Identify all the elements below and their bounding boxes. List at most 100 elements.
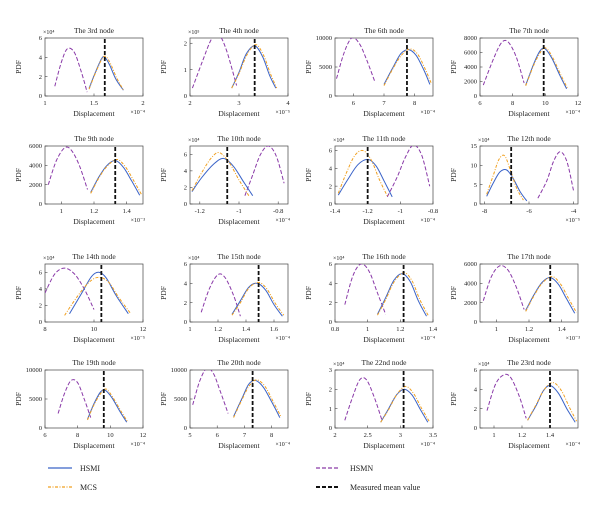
x-axis-label: Displacement	[73, 441, 115, 450]
x-exponent: ×10⁻⁴	[565, 110, 580, 116]
y-tick-label: 0	[329, 201, 332, 208]
y-axis-label: PDF	[14, 60, 23, 74]
x-exponent: ×10⁻⁴	[420, 110, 435, 116]
curves	[482, 265, 577, 314]
x-tick-label: 1	[492, 432, 495, 439]
plot-frame	[479, 369, 579, 429]
curves	[344, 264, 429, 317]
y-tick-label: 0	[474, 319, 477, 326]
y-tick-label: 6000	[464, 261, 477, 268]
x-exponent: ×10⁻⁴	[275, 442, 290, 448]
y-tick-label: 10000	[171, 367, 187, 374]
x-tick-label: 1.2	[396, 326, 404, 333]
y-axis-label: PDF	[159, 168, 168, 182]
y-tick-label: 2	[184, 300, 187, 307]
y-tick-label: 4	[184, 168, 188, 175]
x-exponent: ×10⁻⁵	[275, 110, 290, 116]
y-tick-label: 2000	[29, 182, 42, 189]
y-tick-label: 1	[329, 406, 332, 413]
series-hsmi-line	[527, 384, 576, 423]
x-tick-label: 8	[511, 100, 514, 107]
y-tick-label: 4000	[464, 281, 477, 288]
panel-title: The 12th node	[507, 134, 551, 143]
panel-2: The 4th node ×10⁵ ×10⁻⁵ 2 3 4 0 1 2 Displacement P…	[159, 26, 290, 118]
panel-title: The 17th node	[507, 252, 551, 261]
y-exponent: ×10⁴	[333, 362, 344, 368]
y-tick-label: 2	[329, 300, 332, 307]
x-axis-label: Displacement	[218, 441, 260, 450]
curves	[191, 146, 285, 196]
panel-title: The 19th node	[72, 358, 116, 367]
y-tick-label: 2000	[464, 300, 477, 307]
panel-title: The 22nd node	[362, 358, 408, 367]
series-hsmn-line	[244, 146, 285, 196]
panel-title: The 15th node	[217, 252, 261, 261]
x-axis-label: Displacement	[73, 109, 115, 118]
x-exponent: ×10⁻⁴	[420, 218, 435, 224]
y-axis-label: PDF	[449, 392, 458, 406]
panel-14: The 20th node ×10⁻⁴ 5 6 7 8 0 5000 10000 Displace…	[159, 358, 290, 450]
y-exponent: ×10⁴	[333, 256, 344, 262]
x-exponent: ×10⁻⁴	[420, 442, 435, 448]
x-tick-label: 2	[141, 100, 144, 107]
x-tick-label: -6	[526, 208, 532, 215]
y-tick-label: 2	[474, 406, 477, 413]
curves	[337, 146, 431, 198]
legend-measured-label: Measured mean value	[350, 483, 421, 492]
x-tick-label: 6	[352, 100, 356, 107]
y-axis-label: PDF	[159, 392, 168, 406]
x-tick-label: 3	[399, 432, 402, 439]
y-tick-label: 6	[39, 269, 43, 276]
series-hsmn-line	[482, 39, 525, 86]
series-hsmi-line	[231, 282, 283, 317]
y-tick-label: 4000	[464, 64, 477, 71]
series-mcs-line	[486, 154, 524, 201]
y-tick-label: 0	[184, 319, 187, 326]
series-hsmi-line	[380, 388, 429, 423]
x-tick-label: 10	[107, 432, 114, 439]
x-exponent: ×10⁻⁵	[565, 218, 580, 224]
series-hsmn-line	[54, 47, 88, 93]
panel-12: The 17th node ×10⁻³ 1 1.2 1.4 0 2000 4000 6000 Di…	[449, 252, 580, 344]
y-axis-label: PDF	[304, 392, 313, 406]
y-tick-label: 2	[329, 183, 332, 190]
x-tick-label: 1.2	[90, 208, 98, 215]
x-tick-label: -8	[482, 208, 487, 215]
panel-title: The 20th node	[217, 358, 261, 367]
y-axis-label: PDF	[304, 168, 313, 182]
x-tick-label: -1	[236, 208, 241, 215]
y-axis-label: PDF	[159, 286, 168, 300]
y-tick-label: 1	[184, 67, 187, 74]
x-axis-label: Displacement	[73, 335, 115, 344]
series-hsmi-line	[191, 157, 254, 196]
series-hsmn-line	[200, 273, 241, 317]
y-tick-label: 4	[39, 55, 43, 62]
series-hsmi-line	[525, 47, 568, 90]
x-tick-label: 10	[542, 100, 549, 107]
curves	[54, 47, 124, 93]
series-hsmi-line	[231, 45, 277, 89]
x-tick-label: 3	[237, 100, 240, 107]
x-tick-label: -1.2	[363, 208, 373, 215]
series-hsmi-line	[337, 158, 393, 198]
y-axis-label: PDF	[449, 286, 458, 300]
y-tick-label: 3	[329, 367, 332, 374]
x-tick-label: 12	[140, 432, 147, 439]
x-axis-label: Displacement	[508, 335, 550, 344]
y-axis-label: PDF	[449, 168, 458, 182]
x-exponent: ×10⁻⁴	[275, 218, 290, 224]
legend-hsmi-label: HSMI	[80, 464, 100, 473]
x-exponent: ×10⁻⁴	[130, 442, 145, 448]
x-axis-label: Displacement	[218, 217, 260, 226]
x-tick-label: 1.2	[518, 432, 526, 439]
y-tick-label: 10000	[316, 35, 332, 42]
curves	[344, 377, 430, 423]
plot-frame	[334, 37, 434, 97]
y-tick-label: 4	[184, 281, 188, 288]
series-mcs-line	[337, 149, 388, 197]
x-tick-label: 8	[270, 432, 273, 439]
series-mcs-line	[88, 55, 124, 91]
curves	[47, 146, 142, 196]
x-tick-label: 1	[495, 326, 498, 333]
series-hsmn-line	[45, 267, 95, 310]
